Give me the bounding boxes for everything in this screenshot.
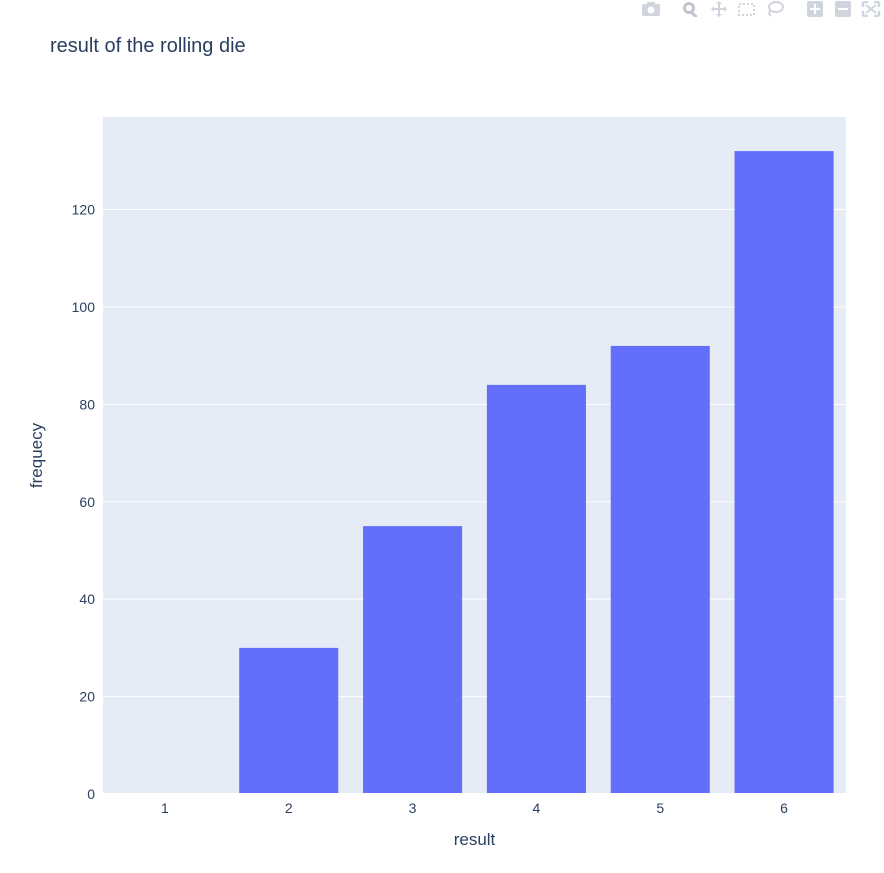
- plot-area: [103, 117, 846, 794]
- y-tick-label: 120: [72, 202, 96, 218]
- box-select-icon[interactable]: [734, 0, 760, 18]
- x-tick-label: 1: [161, 800, 169, 816]
- bar: [734, 151, 834, 795]
- camera-icon[interactable]: [638, 0, 664, 18]
- zoom-in-icon[interactable]: [802, 0, 828, 18]
- zoom-icon[interactable]: [678, 0, 704, 18]
- lasso-select-icon[interactable]: [762, 0, 788, 18]
- bar: [486, 384, 586, 794]
- x-tick-label: 6: [780, 800, 788, 816]
- x-tick-label: 4: [533, 800, 541, 816]
- pan-icon[interactable]: [706, 0, 732, 18]
- zoom-out-icon[interactable]: [830, 0, 856, 18]
- bar: [239, 647, 339, 794]
- y-tick-label: 20: [79, 689, 95, 705]
- x-axis-title: result: [454, 830, 496, 849]
- x-tick-label: 3: [409, 800, 417, 816]
- chart-title: result of the rolling die: [50, 35, 246, 57]
- y-tick-label: 60: [79, 494, 95, 510]
- bar: [363, 526, 463, 794]
- x-tick-label: 5: [656, 800, 664, 816]
- y-tick-label: 80: [79, 396, 95, 412]
- autoscale-icon[interactable]: [858, 0, 884, 18]
- y-tick-label: 0: [87, 786, 95, 802]
- modebar: [638, 0, 884, 18]
- y-tick-label: 100: [72, 299, 96, 315]
- x-tick-label: 2: [285, 800, 293, 816]
- y-axis-title: frequecy: [27, 422, 46, 488]
- bar: [610, 345, 710, 794]
- y-tick-label: 40: [79, 591, 95, 607]
